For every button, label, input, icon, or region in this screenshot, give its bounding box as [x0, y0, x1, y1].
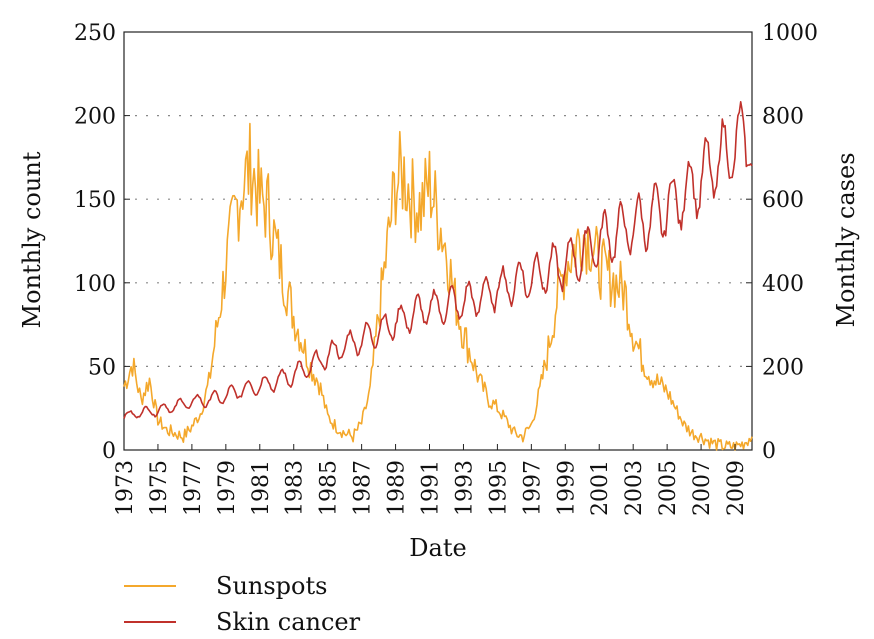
y-axis-title: Monthly count — [18, 151, 46, 328]
y2-tick-label: 0 — [762, 439, 776, 464]
right-axis-ticks: 0 200 400 600 800 1000 — [746, 21, 818, 464]
y-tick-label: 150 — [74, 188, 116, 213]
x-tick-label: 1995 — [486, 460, 511, 516]
y2-tick-label: 600 — [762, 188, 804, 213]
series-sunspots-line — [123, 122, 753, 451]
x-tick-label: 2007 — [690, 460, 715, 516]
x-tick-label: 1991 — [419, 460, 444, 516]
y2-tick-label: 1000 — [762, 21, 818, 46]
series-skin-cancer-line — [123, 101, 753, 419]
series-layer — [123, 101, 753, 451]
y2-tick-label: 800 — [762, 105, 804, 130]
x-tick-label: 2003 — [622, 460, 647, 516]
x-tick-label: 1999 — [554, 460, 579, 516]
x-tick-label: 1997 — [520, 460, 545, 516]
x-tick-label: 1989 — [385, 460, 410, 516]
x-axis-title: Date — [409, 534, 466, 562]
legend-sunspots-label: Sunspots — [216, 572, 327, 600]
x-tick-label: 1973 — [113, 460, 138, 516]
y2-axis-title: Monthly cases — [832, 152, 860, 327]
x-tick-label: 1979 — [215, 460, 240, 516]
x-tick-label: 1993 — [452, 460, 477, 516]
left-axis-ticks: 0 50 100 150 200 250 — [74, 21, 130, 464]
x-axis-ticks: 1973 1975 1977 1979 1981 1983 1985 1987 1989 1991… — [113, 444, 749, 516]
y-tick-label: 100 — [74, 272, 116, 297]
x-tick-label: 1987 — [351, 460, 376, 516]
x-tick-label: 1981 — [249, 460, 274, 516]
y-tick-label: 250 — [74, 21, 116, 46]
x-tick-label: 2009 — [724, 460, 749, 516]
x-tick-label: 1985 — [317, 460, 342, 516]
y2-tick-label: 400 — [762, 272, 804, 297]
legend-skin-cancer-label: Skin cancer — [216, 608, 361, 636]
y-tick-label: 200 — [74, 105, 116, 130]
x-tick-label: 2001 — [588, 460, 613, 516]
x-tick-label: 1983 — [283, 460, 308, 516]
y-tick-label: 0 — [102, 439, 116, 464]
y-tick-label: 50 — [88, 355, 116, 380]
legend: Sunspots Skin cancer — [124, 572, 361, 636]
x-tick-label: 1975 — [147, 460, 172, 516]
y2-tick-label: 200 — [762, 355, 804, 380]
x-tick-label: 1977 — [181, 460, 206, 516]
x-tick-label: 2005 — [656, 460, 681, 516]
